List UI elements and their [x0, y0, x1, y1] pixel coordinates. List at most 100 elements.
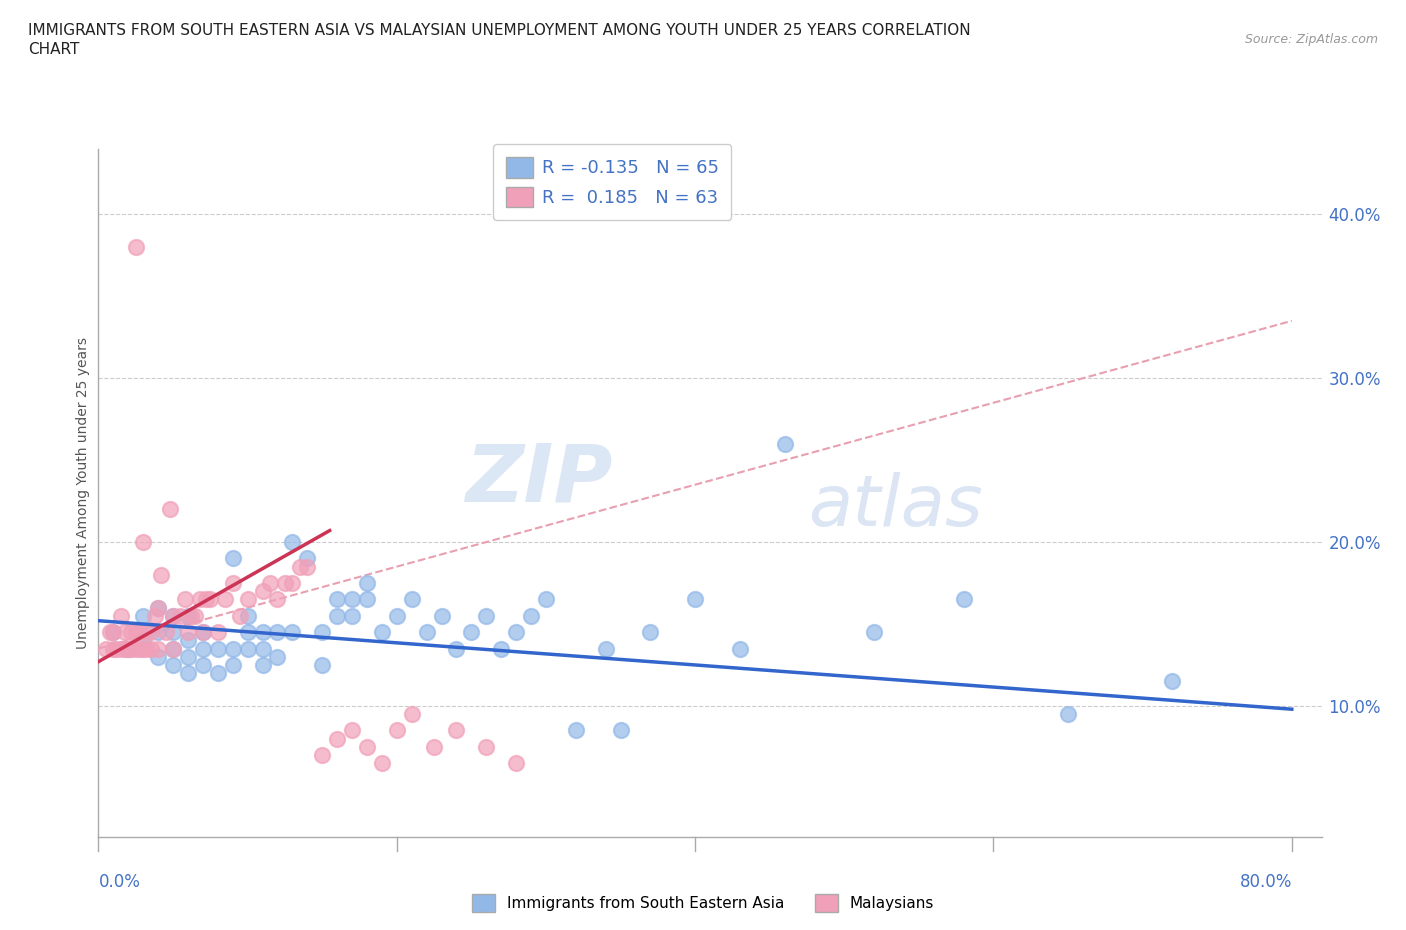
Point — [281, 576, 304, 591]
Point — [326, 592, 349, 607]
Point — [385, 608, 408, 623]
Point — [177, 608, 200, 623]
Point — [200, 592, 222, 607]
Text: ZIP: ZIP — [465, 440, 612, 518]
Point — [191, 658, 214, 672]
Point — [159, 502, 181, 517]
Text: 0.0%: 0.0% — [98, 873, 141, 891]
Point — [162, 658, 184, 672]
Point — [534, 592, 557, 607]
Point — [565, 723, 588, 737]
Point — [371, 756, 394, 771]
Point — [146, 600, 169, 615]
Point — [773, 436, 796, 451]
Point — [103, 641, 125, 656]
Point — [446, 723, 468, 737]
Point — [281, 535, 304, 550]
Point — [311, 748, 333, 763]
Point — [135, 641, 157, 656]
Point — [728, 641, 751, 656]
Point — [132, 535, 155, 550]
Point — [143, 608, 166, 623]
Point — [266, 625, 288, 640]
Point — [114, 625, 136, 640]
Point — [110, 608, 132, 623]
Point — [489, 641, 512, 656]
Legend: R = -0.135   N = 65, R =  0.185   N = 63: R = -0.135 N = 65, R = 0.185 N = 63 — [494, 144, 731, 220]
Point — [297, 559, 319, 574]
Point — [94, 641, 117, 656]
Point — [952, 592, 974, 607]
Point — [135, 625, 157, 640]
Point — [595, 641, 617, 656]
Point — [252, 641, 274, 656]
Point — [184, 608, 207, 623]
Legend: Immigrants from South Eastern Asia, Malaysians: Immigrants from South Eastern Asia, Mala… — [465, 888, 941, 918]
Text: IMMIGRANTS FROM SOUTH EASTERN ASIA VS MALAYSIAN UNEMPLOYMENT AMONG YOUTH UNDER 2: IMMIGRANTS FROM SOUTH EASTERN ASIA VS MA… — [28, 23, 970, 38]
Point — [281, 625, 304, 640]
Point — [475, 608, 498, 623]
Point — [236, 625, 259, 640]
Point — [288, 559, 311, 574]
Point — [326, 608, 349, 623]
Point — [640, 625, 662, 640]
Point — [162, 641, 184, 656]
Point — [609, 723, 631, 737]
Point — [146, 625, 169, 640]
Point — [120, 641, 142, 656]
Point — [139, 641, 162, 656]
Point — [274, 576, 297, 591]
Point — [221, 658, 243, 672]
Point — [129, 625, 152, 640]
Point — [311, 625, 333, 640]
Point — [863, 625, 886, 640]
Point — [177, 649, 200, 664]
Point — [114, 641, 136, 656]
Point — [340, 592, 363, 607]
Point — [430, 608, 453, 623]
Point — [191, 641, 214, 656]
Point — [236, 592, 259, 607]
Point — [236, 641, 259, 656]
Point — [120, 625, 142, 640]
Point — [423, 739, 446, 754]
Point — [139, 625, 162, 640]
Point — [207, 641, 229, 656]
Point — [177, 633, 200, 648]
Point — [505, 756, 527, 771]
Point — [191, 625, 214, 640]
Point — [162, 641, 184, 656]
Point — [356, 592, 378, 607]
Point — [146, 641, 169, 656]
Point — [252, 584, 274, 599]
Point — [155, 625, 177, 640]
Point — [446, 641, 468, 656]
Point — [259, 576, 281, 591]
Point — [162, 625, 184, 640]
Point — [110, 641, 132, 656]
Point — [311, 658, 333, 672]
Point — [356, 739, 378, 754]
Point — [191, 625, 214, 640]
Point — [162, 608, 184, 623]
Point — [125, 641, 148, 656]
Text: CHART: CHART — [28, 42, 80, 57]
Point — [683, 592, 706, 607]
Point — [475, 739, 498, 754]
Point — [162, 608, 184, 623]
Point — [401, 592, 423, 607]
Point — [169, 608, 191, 623]
Point — [188, 592, 211, 607]
Point — [98, 625, 121, 640]
Point — [340, 723, 363, 737]
Point — [214, 592, 236, 607]
Point — [207, 666, 229, 681]
Point — [221, 576, 243, 591]
Point — [117, 641, 139, 656]
Point — [1161, 674, 1184, 689]
Text: atlas: atlas — [808, 472, 983, 541]
Point — [132, 641, 155, 656]
Point — [180, 608, 202, 623]
Point — [229, 608, 252, 623]
Point — [385, 723, 408, 737]
